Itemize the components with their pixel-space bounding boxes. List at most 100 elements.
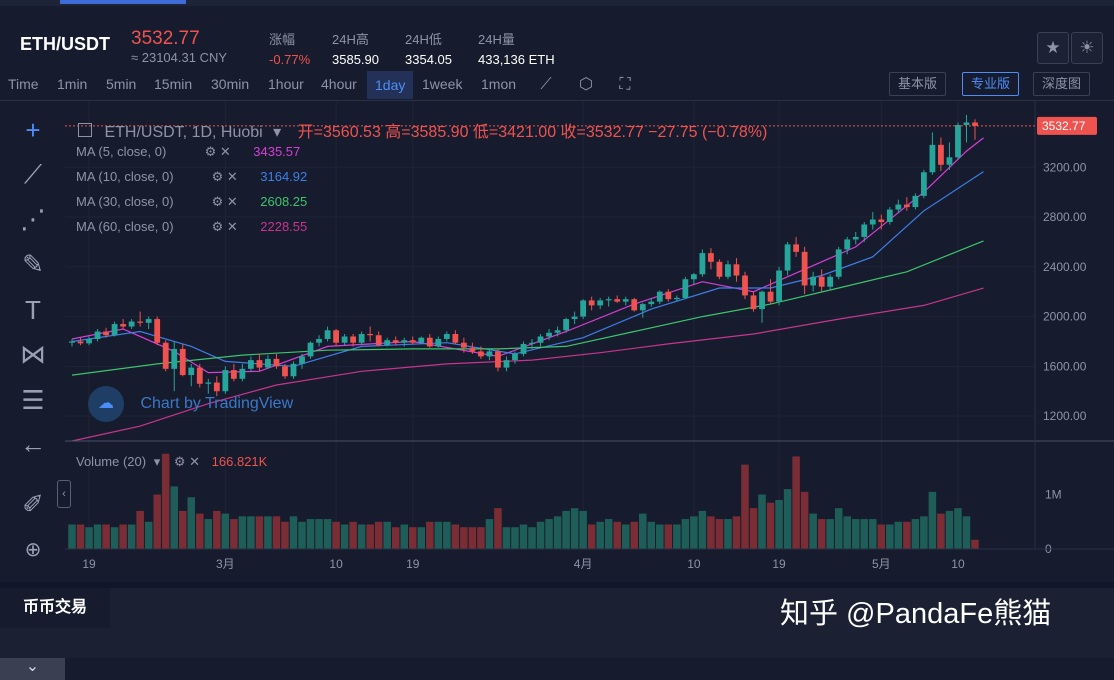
candlestick-chart[interactable]: 1200.00 1600.00 2000.00 2400.00 2800.00 3200.…	[65, 101, 1114, 579]
candle-body	[588, 300, 595, 306]
ma-legend-row[interactable]: MA (5, close, 0) ⚙ ✕ 3435.57	[76, 144, 307, 169]
candle-body	[920, 172, 927, 196]
volume-bar	[519, 524, 528, 549]
basic-version-button[interactable]: 基本版	[889, 72, 947, 96]
chart-type-icon[interactable]: ⟋	[540, 76, 552, 93]
ma-line-ma30	[71, 240, 984, 376]
measure-tool-icon[interactable]: ☰	[21, 385, 45, 415]
candle-body	[239, 368, 246, 379]
volume-bar	[187, 497, 196, 549]
fullscreen-icon[interactable]: ⛶	[619, 76, 631, 93]
tf-time[interactable]: Time	[8, 76, 39, 92]
depth-chart-button[interactable]: 深度图	[1033, 72, 1091, 96]
volume-bar	[690, 516, 698, 549]
ruler-icon[interactable]: ✐	[22, 489, 44, 519]
fib-tool-icon[interactable]: ⋰	[20, 204, 46, 234]
tf-30min[interactable]: 30min	[211, 76, 250, 92]
pro-version-button[interactable]: 专业版	[962, 72, 1020, 96]
pattern-tool-icon[interactable]: ⋈	[20, 339, 46, 369]
gear-close-icons[interactable]: ⚙ ✕	[211, 169, 238, 184]
theme-icon[interactable]: ☀	[1071, 32, 1103, 64]
ma-legend-row[interactable]: MA (30, close, 0) ⚙ ✕ 2608.25	[76, 194, 307, 219]
chart-area[interactable]: 1200.00 1600.00 2000.00 2400.00 2800.00 3200.…	[65, 101, 1114, 579]
ma-label: MA (60, close, 0)	[76, 219, 174, 234]
gear-close-icons[interactable]: ⚙ ✕	[204, 144, 231, 159]
candle-body	[648, 301, 655, 305]
candle-body	[247, 360, 254, 369]
legend-title[interactable]: ETH/USDT, 1D, Huobi	[104, 124, 263, 141]
candle-body	[265, 358, 271, 368]
candle-body	[230, 370, 237, 379]
tf-1mon[interactable]: 1mon	[481, 76, 517, 92]
zoom-in-icon[interactable]: ⊕	[24, 539, 42, 561]
candle-body	[375, 335, 382, 346]
volume-bar	[153, 494, 161, 549]
candle-body	[963, 122, 970, 125]
tf-1day[interactable]: 1day	[367, 71, 414, 99]
candle-body	[708, 253, 714, 262]
time-axis: 19 3月 10 19 4月 10 19 5月 10	[82, 557, 965, 571]
volume-bar	[920, 516, 928, 549]
tf-1week[interactable]: 1week	[422, 76, 463, 92]
candle-body	[409, 340, 416, 343]
tf-4hour[interactable]: 4hour	[321, 76, 357, 92]
candle-body	[469, 347, 476, 352]
settings-icon[interactable]: ⬡	[579, 76, 593, 93]
candle-body	[793, 244, 800, 252]
collapse-panel-icon[interactable]: ‹	[57, 480, 71, 508]
star-icon[interactable]: ★	[1037, 32, 1069, 64]
candle-body	[392, 340, 399, 343]
gear-close-icons[interactable]: ⚙ ✕	[211, 194, 238, 209]
volume-bar	[528, 527, 536, 549]
gear-close-icons[interactable]: ⚙ ✕	[211, 219, 238, 234]
candle-body	[154, 319, 161, 343]
candle-body	[580, 300, 587, 317]
candle-body	[171, 348, 178, 369]
text-tool-icon[interactable]: T	[25, 295, 41, 325]
chevron-down-icon[interactable]: ▾	[273, 124, 282, 141]
tf-15min[interactable]: 15min	[154, 76, 193, 92]
candle-body	[316, 338, 322, 343]
back-arrow-icon[interactable]: ←	[20, 429, 46, 459]
crosshair-icon[interactable]: +	[25, 115, 41, 145]
tf-5min[interactable]: 5min	[106, 76, 137, 92]
volume-bar	[928, 491, 937, 549]
volume-bar	[553, 516, 562, 549]
tf-1min[interactable]: 1min	[57, 76, 88, 92]
candle-body	[759, 291, 765, 310]
ma-legend-row[interactable]: MA (60, close, 0) ⚙ ✕ 2228.55	[76, 219, 307, 244]
candle-body	[784, 244, 791, 271]
volume-bar	[281, 521, 289, 549]
tf-1hour[interactable]: 1hour	[268, 76, 304, 92]
ma-legend-row[interactable]: MA (10, close, 0) ⚙ ✕ 3164.92	[76, 169, 307, 194]
gear-close-icons[interactable]: ⚙ ✕	[173, 454, 201, 469]
volume-bar	[596, 521, 604, 549]
volume-bar	[664, 524, 673, 549]
volume-bar	[494, 508, 502, 549]
volume-bar	[417, 527, 426, 549]
volume-bar	[511, 527, 519, 549]
tab-spot-trading[interactable]: 币币交易	[0, 588, 110, 628]
candle-body	[597, 300, 604, 306]
candle-body	[725, 264, 731, 277]
candle-body	[256, 360, 263, 368]
trend-line-icon[interactable]: ⟋	[23, 159, 43, 189]
chevron-down-icon[interactable]: ▾	[153, 454, 161, 469]
candle-body	[929, 144, 936, 173]
candle-body	[478, 351, 484, 357]
candle-body	[690, 274, 697, 280]
candle-body	[818, 276, 825, 287]
candle-body	[452, 333, 459, 343]
pair-name[interactable]: ETH/USDT	[20, 34, 110, 54]
ma-label: MA (5, close, 0)	[76, 144, 167, 159]
volume-bar	[485, 519, 494, 549]
volume-bar	[698, 510, 707, 549]
cloud-icon: ☁	[88, 386, 124, 422]
x-tick-label: 3月	[216, 557, 235, 571]
volume-bar	[962, 516, 971, 549]
collapse-icon[interactable]	[78, 123, 92, 137]
x-tick-label: 10	[951, 557, 965, 571]
brush-icon[interactable]: ✎	[22, 249, 44, 279]
candle-body	[333, 330, 339, 343]
volume-legend[interactable]: Volume (20) ▾ ⚙ ✕ 166.821K	[76, 454, 267, 470]
